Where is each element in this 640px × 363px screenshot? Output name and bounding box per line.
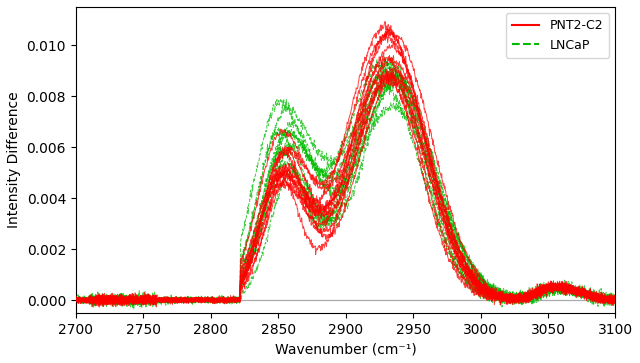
Legend: PNT2-C2, LNCaP: PNT2-C2, LNCaP [506,13,609,58]
X-axis label: Wavenumber (cm⁻¹): Wavenumber (cm⁻¹) [275,342,417,356]
Y-axis label: Intensity Difference: Intensity Difference [7,91,21,228]
